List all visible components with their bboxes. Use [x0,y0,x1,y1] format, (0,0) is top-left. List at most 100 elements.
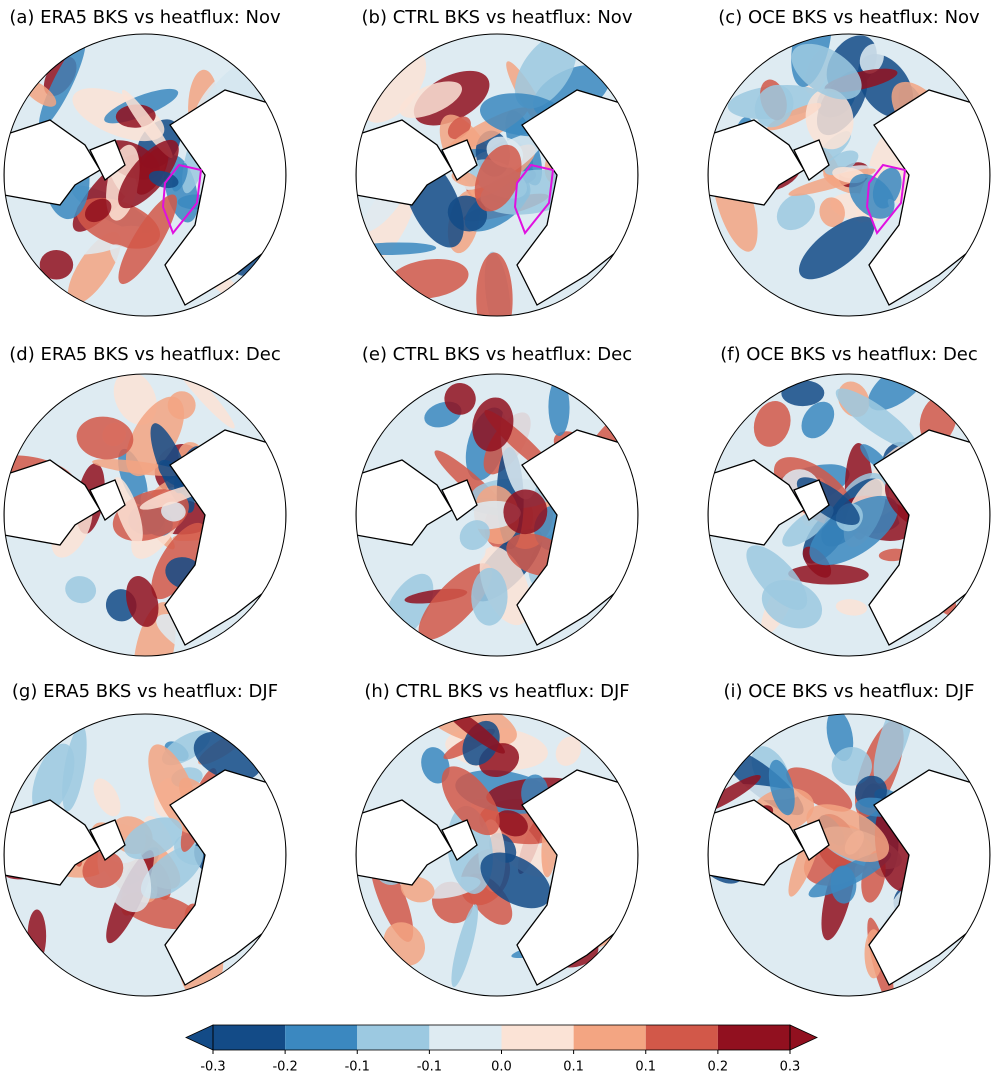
map [708,714,990,996]
map-border [355,373,639,657]
field-blob [868,374,930,411]
colorbar-segment [213,1025,286,1050]
map-border [355,33,639,317]
land [356,89,638,306]
field-blob [819,197,845,228]
field-blob [451,904,479,988]
field-blob [476,252,513,316]
colorbar-tick-label: -0.1 [417,1060,442,1075]
land [4,89,286,306]
colorbar-tick-label: 0.1 [563,1060,584,1075]
colorbar-tick-label: 0.1 [635,1060,656,1075]
field-blob [805,88,854,150]
colorbar-tick-label: 0.2 [708,1060,729,1075]
field-blob [39,249,74,280]
field-blob [849,173,895,219]
map-border [3,33,287,317]
land [708,429,990,646]
map [708,34,990,316]
field-blob [62,725,87,812]
map [4,714,286,996]
field-blob [418,563,492,641]
field-blob [121,89,173,159]
field-blob [782,505,834,547]
map-border [707,373,991,657]
field-blob [104,521,126,574]
colorbar-segment [717,1025,790,1050]
panel-title: (a) ERA5 BKS vs heatflux: Nov [9,7,281,28]
colorbar-tick-label: -0.2 [272,1060,297,1075]
map-border [707,33,991,317]
field-blob [82,851,124,888]
map-border [3,713,287,997]
land [4,429,286,646]
colorbar-tick-label: -0.3 [200,1060,225,1075]
bks-region [865,163,907,235]
map [356,34,638,316]
field-blob [503,489,548,535]
map-border [355,713,639,997]
field-blob [140,845,204,899]
panel-title: (b) CTRL BKS vs heatflux: Nov [362,7,633,28]
field-blob [801,401,835,439]
field-blob [76,416,134,460]
field-blob [806,804,890,862]
field-blob [161,501,186,522]
field-blob [441,766,500,836]
panel-title: (h) CTRL BKS vs heatflux: DJF [364,681,629,702]
panel-title: (f) OCE BKS vs heatflux: Dec [720,344,978,365]
field-blob [93,778,121,817]
field-blob [824,150,859,176]
land [708,89,990,306]
field-blob [65,576,97,604]
field-blob [754,84,794,128]
field-blob [474,144,522,212]
field-blob [768,759,795,816]
field-blob [753,401,791,447]
land [356,429,638,646]
colorbar-segment [573,1025,646,1050]
field-blob [472,397,514,452]
colorbar-segment [501,1025,574,1050]
field-blob [555,736,582,766]
panel-title: (e) CTRL BKS vs heatflux: Dec [362,344,632,365]
field-blob [835,599,868,616]
field-blob [471,567,508,626]
field-blob [830,865,857,904]
field-blob [495,810,528,837]
panel-title: (c) OCE BKS vs heatflux: Nov [718,7,980,28]
field-blob [809,495,898,566]
colorbar-extend [789,1024,818,1051]
field-blob [786,767,853,812]
field-blob [514,34,577,109]
field-blob [118,139,179,209]
field-blob [791,43,862,100]
colorbar-segment [357,1025,430,1050]
colorbar-tick-label: 0.0 [491,1060,512,1075]
field-blob [361,49,427,123]
land [4,769,286,986]
land [708,769,990,986]
field-blob [799,216,875,280]
bks-region [513,163,555,235]
map [4,374,286,656]
land [356,769,638,986]
field-blob [548,378,570,436]
map-border [707,713,991,997]
field-blob [118,194,178,285]
panel-title: (i) OCE BKS vs heatflux: DJF [724,681,975,702]
field-blob [158,459,186,487]
field-blob [123,817,183,860]
field-blob [746,545,808,610]
colorbar-segment [429,1025,502,1050]
field-blob [84,198,112,223]
field-blob [126,576,159,627]
field-blob [776,193,816,231]
colorbar-tick-label: 0.3 [780,1060,801,1075]
colorbar-tick-label: -0.1 [345,1060,370,1075]
field-blob [859,43,884,74]
field-blob [781,380,825,407]
map-border [3,373,287,657]
map [4,34,286,316]
